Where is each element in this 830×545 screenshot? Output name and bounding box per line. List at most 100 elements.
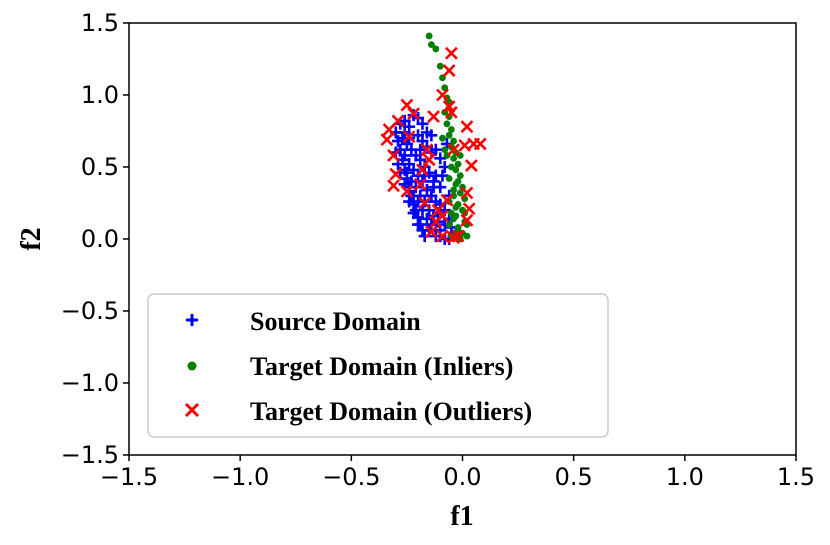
data-point: [447, 209, 455, 217]
data-point: [403, 195, 416, 208]
data-point: [450, 154, 458, 162]
data-point: [402, 130, 416, 144]
data-point: [443, 120, 451, 128]
data-point: [447, 126, 455, 133]
x-tick-label: 0.0: [443, 463, 481, 491]
x-tick-label: −1.0: [211, 463, 269, 491]
data-point: [387, 149, 400, 162]
x-axis-title: f1: [450, 501, 473, 532]
x-marker-icon: [184, 402, 200, 418]
plus-marker-icon: [186, 314, 198, 326]
series-1: [425, 32, 471, 243]
data-point: [407, 207, 420, 220]
data-point: [407, 107, 421, 121]
data-point: [450, 215, 458, 223]
data-point: [462, 202, 476, 216]
data-point: [400, 98, 414, 112]
data-point: [427, 110, 441, 124]
data-point: [473, 137, 487, 151]
data-point: [436, 88, 449, 102]
data-point: [436, 229, 449, 243]
data-point: [427, 41, 435, 48]
data-point: [456, 172, 464, 180]
data-point: [454, 226, 462, 234]
data-point: [451, 229, 465, 243]
legend-label: Target Domain (Inliers): [250, 352, 513, 381]
data-point: [452, 203, 460, 211]
data-point: [460, 186, 474, 200]
data-point: [424, 225, 438, 239]
data-point: [464, 159, 478, 172]
x-tick-label: −1.5: [100, 463, 158, 491]
data-point: [418, 196, 432, 210]
y-tick-label: −0.5: [61, 297, 119, 325]
data-point: [441, 146, 449, 154]
y-tick-label: 1.5: [81, 9, 119, 37]
legend-label: Target Domain (Outliers): [250, 397, 532, 426]
data-point: [445, 131, 453, 139]
y-tick-label: 0.0: [81, 225, 119, 253]
ticks-layer: −1.5 −1.0 −0.5 0.0 0.5 1.0 1.5 −1.5 −1.0 −0.5 0.0 0…: [61, 9, 815, 491]
data-point: [416, 163, 429, 177]
legend-item-target-outliers: Target Domain (Outliers): [184, 397, 532, 426]
data-point: [460, 213, 474, 227]
data-point: [447, 163, 455, 171]
data-point: [412, 129, 425, 142]
data-point: [452, 180, 460, 188]
x-tick-label: −0.5: [322, 463, 380, 491]
data-point: [414, 143, 427, 156]
data-point: [442, 64, 456, 77]
legend-item-source-domain: Source Domain: [186, 307, 421, 336]
data-point: [416, 117, 429, 130]
data-point: [434, 152, 447, 165]
data-point: [456, 189, 464, 197]
data-point: [414, 153, 427, 166]
data-point: [420, 143, 434, 157]
data-point: [458, 138, 472, 152]
data-point: [444, 105, 458, 119]
y-tick-label: −1.5: [61, 441, 119, 469]
series-2: [380, 46, 487, 244]
data-point: [447, 143, 461, 157]
data-point: [445, 221, 453, 229]
data-point: [425, 32, 433, 40]
data-point: [400, 185, 414, 198]
points-layer: [380, 32, 487, 245]
data-point: [460, 120, 474, 134]
data-point: [445, 175, 453, 182]
data-point: [436, 169, 449, 182]
legend-label: Source Domain: [250, 307, 421, 336]
data-point: [425, 129, 438, 142]
data-point: [454, 160, 462, 168]
data-point: [463, 232, 471, 240]
data-point: [412, 218, 425, 231]
y-tick-label: 1.0: [81, 81, 119, 109]
data-point: [387, 179, 400, 193]
data-point: [439, 134, 446, 142]
legend-item-target-inliers: Target Domain (Inliers): [187, 352, 513, 381]
data-point: [450, 186, 458, 194]
legend-box: [147, 293, 609, 438]
data-point: [382, 123, 396, 136]
data-point: [444, 46, 458, 60]
data-point: [427, 181, 440, 194]
data-point: [422, 153, 436, 167]
data-point: [413, 177, 427, 191]
data-point: [436, 62, 444, 70]
data-point: [398, 149, 411, 162]
y-axis-title: f2: [16, 227, 47, 250]
y-tick-label: −1.0: [61, 369, 119, 397]
data-point: [436, 209, 449, 223]
dot-marker-icon: [187, 361, 197, 371]
data-point: [432, 45, 440, 53]
x-tick-label: 0.5: [555, 463, 593, 491]
data-point: [450, 137, 458, 145]
data-point: [389, 167, 403, 181]
x-tick-label: 1.0: [666, 463, 704, 491]
y-tick-label: 0.5: [81, 153, 119, 181]
data-point: [440, 193, 454, 207]
data-point: [380, 133, 394, 147]
legend: Source Domain Target Domain (Inliers) Ta…: [147, 293, 609, 438]
x-tick-label: 1.5: [777, 463, 815, 491]
